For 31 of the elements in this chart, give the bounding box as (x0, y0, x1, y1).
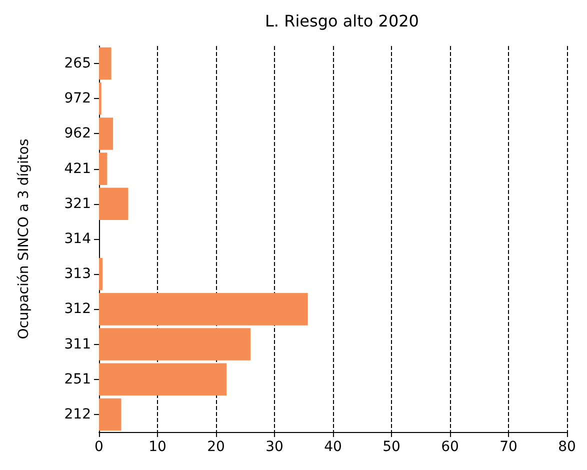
x-tick-label: 80 (558, 439, 576, 455)
bar (99, 152, 108, 185)
y-tick-label: 313 (64, 266, 91, 282)
y-tick-label: 314 (64, 231, 92, 247)
bar (99, 47, 112, 80)
bar (99, 188, 128, 220)
x-tick-label: 70 (500, 439, 518, 455)
x-tick-label: 30 (266, 439, 284, 455)
bar (99, 328, 251, 360)
x-tick-label: 40 (324, 439, 342, 455)
x-tick-label: 60 (441, 439, 459, 455)
x-tick-label: 20 (207, 439, 225, 455)
y-tick-label: 265 (64, 56, 91, 72)
y-tick-label: 312 (64, 301, 91, 318)
chart-title: L. Riesgo alto 2020 (265, 12, 419, 30)
y-tick-label: 962 (64, 126, 91, 142)
y-tick-label: 421 (64, 160, 91, 177)
y-tick-label: 972 (64, 90, 91, 107)
bar (99, 398, 122, 431)
x-tick-label: 10 (148, 439, 166, 455)
bar (99, 118, 114, 150)
y-tick-label: 212 (64, 406, 91, 422)
y-axis-title: Ocupación SINCO a 3 dígitos (16, 138, 32, 340)
bar (99, 363, 227, 396)
y-tick-label: 321 (64, 196, 91, 212)
x-tick-label: 50 (382, 439, 400, 455)
bar (99, 293, 308, 326)
x-tick-label: 0 (94, 439, 104, 455)
y-tick-label: 311 (64, 336, 91, 352)
y-tick-label: 251 (64, 371, 91, 388)
bar (99, 258, 103, 290)
